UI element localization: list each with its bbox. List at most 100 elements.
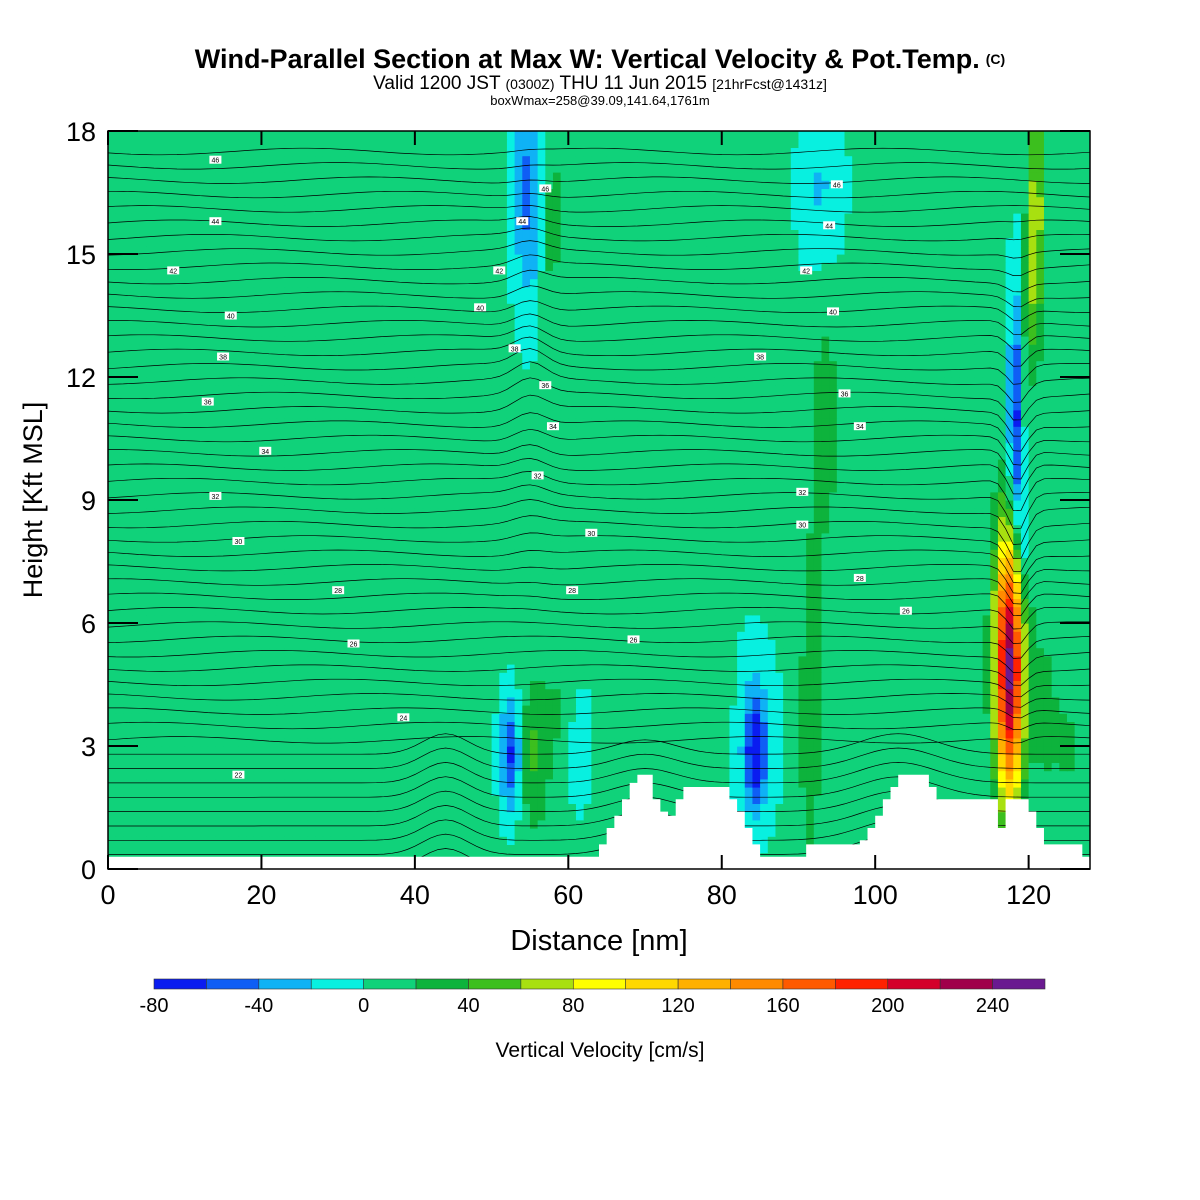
velocity-cell xyxy=(1059,803,1068,813)
velocity-cell xyxy=(552,746,562,755)
velocity-cell xyxy=(1074,746,1083,755)
velocity-cell xyxy=(951,696,961,706)
velocity-cell xyxy=(253,557,263,567)
velocity-cell xyxy=(591,598,600,608)
velocity-cell xyxy=(721,582,731,591)
velocity-cell xyxy=(560,573,569,583)
velocity-cell xyxy=(1074,713,1083,722)
velocity-cell xyxy=(591,655,600,665)
velocity-cell xyxy=(246,737,255,747)
velocity-cell xyxy=(706,631,715,640)
velocity-cell xyxy=(1059,606,1068,616)
velocity-cell xyxy=(414,639,424,649)
velocity-cell xyxy=(445,647,454,657)
velocity-cell xyxy=(698,565,708,575)
velocity-cell xyxy=(1082,762,1090,772)
velocity-cell xyxy=(775,828,784,837)
velocity-cell xyxy=(568,828,577,837)
velocity-cell xyxy=(921,631,930,640)
velocity-cell xyxy=(821,680,830,690)
velocity-cell xyxy=(660,631,669,640)
velocity-cell xyxy=(568,819,577,829)
velocity-cell xyxy=(1043,811,1053,821)
velocity-cell xyxy=(476,713,485,722)
velocity-cell xyxy=(414,696,424,706)
velocity-cell xyxy=(928,680,938,690)
velocity-cell xyxy=(836,795,846,804)
velocity-cell xyxy=(1036,713,1045,722)
velocity-cell xyxy=(652,573,661,583)
velocity-cell xyxy=(330,770,339,780)
velocity-cell xyxy=(645,631,654,640)
velocity-cell xyxy=(668,729,677,739)
velocity-cell xyxy=(1043,606,1053,616)
velocity-cell xyxy=(169,582,178,591)
velocity-cell xyxy=(315,746,324,755)
velocity-cell xyxy=(330,844,339,854)
velocity-cell xyxy=(675,721,684,731)
velocity-cell xyxy=(468,557,477,567)
velocity-cell xyxy=(238,737,247,747)
velocity-cell xyxy=(414,770,424,780)
velocity-cell xyxy=(752,770,761,780)
velocity-cell xyxy=(928,639,938,649)
velocity-cell xyxy=(345,664,355,673)
velocity-cell xyxy=(859,664,869,673)
velocity-cell xyxy=(161,573,170,583)
velocity-cell xyxy=(445,664,454,673)
velocity-cell xyxy=(506,639,516,649)
velocity-cell xyxy=(437,598,447,608)
velocity-cell xyxy=(399,557,408,567)
velocity-cell xyxy=(361,787,370,796)
velocity-cell xyxy=(760,631,769,640)
velocity-cell xyxy=(645,647,654,657)
velocity-cell xyxy=(629,729,638,739)
velocity-cell xyxy=(944,672,953,681)
velocity-cell xyxy=(852,688,861,698)
velocity-cell xyxy=(307,696,316,706)
velocity-cell xyxy=(790,557,800,567)
velocity-cell xyxy=(215,754,224,763)
velocity-cell xyxy=(698,582,708,591)
velocity-cell xyxy=(622,754,631,763)
velocity-cell xyxy=(108,565,117,575)
velocity-cell xyxy=(391,647,401,657)
velocity-cell xyxy=(1036,573,1045,583)
velocity-cell xyxy=(783,623,792,632)
velocity-cell xyxy=(560,713,569,722)
velocity-cell xyxy=(882,631,892,640)
velocity-cell xyxy=(852,696,861,706)
velocity-cell xyxy=(936,770,945,780)
velocity-cell xyxy=(921,680,930,690)
velocity-cell xyxy=(714,623,723,632)
velocity-cell xyxy=(921,655,930,665)
velocity-cell xyxy=(652,565,661,575)
velocity-cell xyxy=(284,819,293,829)
velocity-cell xyxy=(514,705,523,714)
velocity-cell xyxy=(476,778,485,788)
velocity-cell xyxy=(552,614,562,624)
velocity-cell xyxy=(905,549,915,558)
velocity-cell xyxy=(1074,696,1083,706)
velocity-cell xyxy=(261,713,270,722)
velocity-cell xyxy=(575,631,585,640)
velocity-cell xyxy=(115,590,124,599)
velocity-cell xyxy=(422,573,431,583)
velocity-cell xyxy=(1066,770,1076,780)
velocity-cell xyxy=(729,590,738,599)
velocity-cell xyxy=(775,672,784,681)
velocity-cell xyxy=(453,705,462,714)
velocity-cell xyxy=(606,590,615,599)
velocity-cell xyxy=(905,680,915,690)
velocity-cell xyxy=(177,688,186,698)
velocity-cell xyxy=(276,721,286,731)
velocity-cell xyxy=(675,672,684,681)
velocity-cell xyxy=(629,705,638,714)
velocity-cell xyxy=(207,705,217,714)
velocity-cell xyxy=(246,819,255,829)
velocity-cell xyxy=(368,819,378,829)
velocity-cell xyxy=(253,705,263,714)
velocity-cell xyxy=(399,549,408,558)
velocity-cell xyxy=(391,721,401,731)
